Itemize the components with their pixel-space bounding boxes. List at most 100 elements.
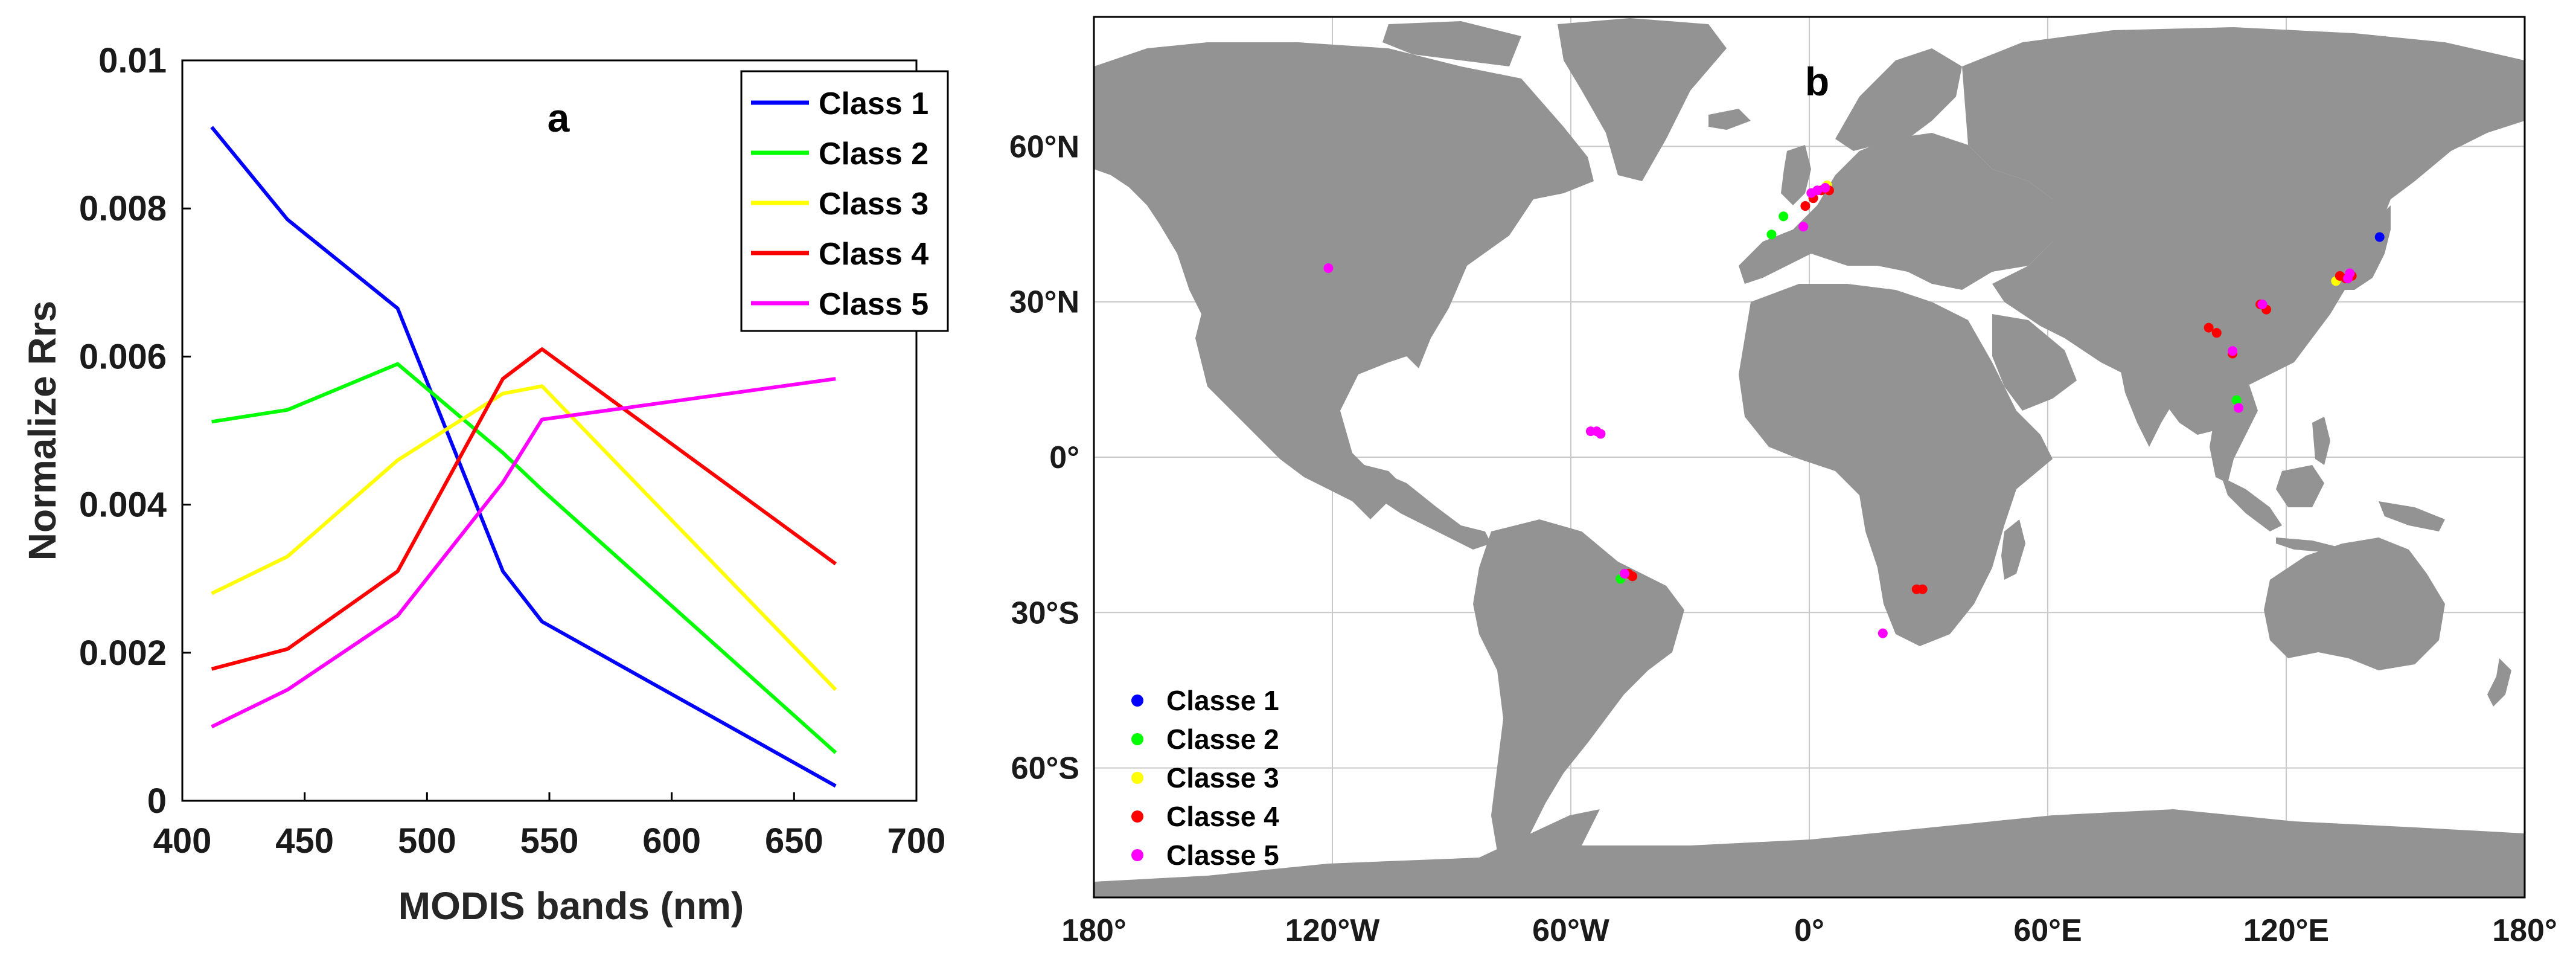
longitude-tick-label: 60°E [2013,913,2082,948]
land-masses [1094,18,2525,897]
land-madagascar [2001,519,2025,580]
x-tick-label: 400 [153,821,212,861]
land-asia [1962,27,2525,435]
land-new-zealand [2487,658,2511,707]
sample-point-class-5 [2228,346,2238,356]
sample-point-class-4 [2204,322,2214,333]
sample-point-class-5 [1596,429,1606,439]
y-tick-label: 0.006 [79,337,167,376]
land-java [2276,537,2336,553]
map-legend-label-class-5: Classe 5 [1166,839,1279,871]
series-line-class-1 [210,126,837,788]
land-philippines [2312,417,2330,465]
y-tick-label: 0 [147,781,167,821]
series-line-class-4 [211,347,837,671]
latitude-tick-label: 60°N [1009,129,1079,164]
land-scandinavia [1835,48,1962,151]
x-tick-label: 650 [765,821,823,861]
legend-label-class-2: Class 2 [819,136,928,172]
land-borneo [2276,465,2324,507]
longitude-tick-label: 60°W [1532,913,1610,948]
land-indochina [2210,368,2258,483]
map-legend-marker-class-4 [1131,810,1143,823]
land-antarctica [1094,809,2525,897]
map-legend-marker-class-3 [1131,772,1143,784]
land-new-guinea [2379,501,2445,531]
map-axis-ticks: 180° 120°W 60°W 0° 60°E 120°E 180° 60°N 30°N 0° 30… [1009,129,2557,948]
panel-label-b: b [1805,59,1829,104]
land-africa [1739,284,2053,646]
land-arabia [1992,314,2077,411]
x-tick-label: 700 [887,821,946,861]
y-tick-label: 0.002 [79,634,167,673]
series-line-class-5 [211,377,836,729]
map-legend-label-class-1: Classe 1 [1166,685,1279,716]
axis-ticks: 400 450 500 550 600 650 700 0 0.002 0.004 0.006 0.0… [79,41,946,861]
x-tick-label: 600 [642,821,701,861]
series-line-class-2 [211,362,837,754]
sample-point-class-4 [1800,201,1811,211]
sample-point-class-4 [1917,584,1928,594]
map-legend-label-class-2: Classe 2 [1166,723,1279,755]
series-line-class-3 [211,384,837,691]
latitude-tick-label: 60°S [1011,751,1079,786]
longitude-tick-label: 0° [1794,913,1824,948]
sample-point-class-4 [1628,571,1638,582]
land-india [2119,338,2185,447]
series-lines [210,126,837,788]
line-chart-panel: 400 450 500 550 600 650 700 0 0.002 0.004 0.006 0.0… [21,41,949,928]
longitude-tick-label: 120°E [2243,913,2329,948]
map-legend-marker-class-5 [1131,849,1143,861]
land-sumatra [2222,477,2282,531]
legend-label-class-3: Class 3 [819,187,928,222]
land-arctic-islands [1382,21,1521,66]
longitude-tick-label: 120°W [1285,913,1381,948]
legend-label-class-5: Class 5 [819,287,928,322]
land-greenland [1558,18,1727,181]
legend-label-class-1: Class 1 [819,86,928,121]
sample-point-class-5 [1878,628,1888,638]
y-tick-label: 0.01 [98,41,167,80]
panel-label-a: a [548,95,570,140]
y-tick-label: 0.004 [79,486,167,525]
sample-point-class-5 [2345,268,2355,278]
land-europe [1739,133,2053,290]
legend: Class 1 Class 2 Class 3 Class 4 Class 5 [740,70,949,332]
sample-point-class-1 [2374,232,2385,242]
land-british-isles [1781,145,1811,205]
y-axis-title: Normalize Rrs [21,301,64,560]
map-legend: Classe 1 Classe 2 Classe 3 Classe 4 Classe 5 [1131,685,1279,871]
sample-point-class-2 [1766,229,1777,240]
sample-point-class-5 [1619,568,1629,579]
sample-point-class-5 [1812,185,1823,196]
sample-point-class-2 [1779,211,1789,222]
latitude-tick-label: 30°N [1009,285,1079,320]
land-iceland [1708,109,1751,130]
land-australia [2264,537,2445,670]
map-panel: 180° 120°W 60°W 0° 60°E 120°E 180° 60°N 30°N 0° 30… [1009,16,2557,948]
sample-point-class-5 [1798,222,1809,232]
x-axis-title: MODIS bands (nm) [398,884,744,928]
map-legend-label-class-4: Classe 4 [1166,801,1279,832]
land-north-america [1094,42,1594,519]
sample-point-class-2 [2231,395,2242,405]
sample-point-class-5 [2234,403,2243,413]
longitude-tick-label: 180° [1061,913,1127,948]
map-legend-marker-class-1 [1131,695,1143,707]
longitude-tick-label: 180° [2492,913,2557,948]
y-tick-label: 0.008 [79,189,167,228]
x-tick-label: 550 [520,821,579,861]
map-legend-label-class-3: Classe 3 [1166,762,1279,794]
sample-point-class-5 [1323,263,1334,273]
legend-label-class-4: Class 4 [819,237,928,272]
sample-point-class-5 [2257,299,2268,309]
map-frame [1093,16,2526,899]
sample-point-class-5 [1820,183,1830,193]
land-central-america [1364,465,1491,550]
land-japan [2342,205,2391,290]
x-tick-label: 450 [275,821,334,861]
map-legend-marker-class-2 [1131,733,1143,745]
latitude-tick-label: 0° [1049,440,1079,475]
sample-points [1323,180,2385,638]
